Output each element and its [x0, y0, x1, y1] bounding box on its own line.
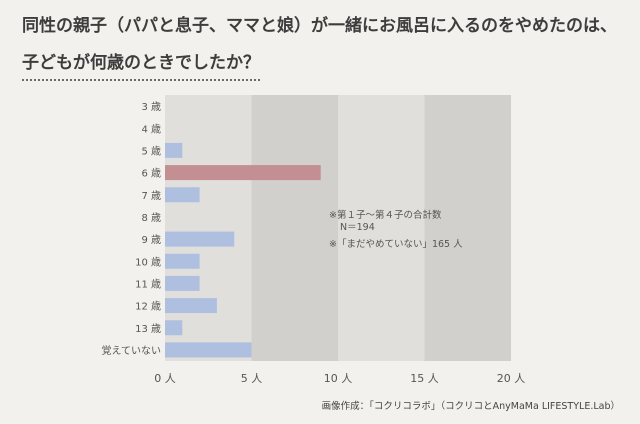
plot-band-1 — [251, 95, 338, 361]
x-tick-label-0: 0 人 — [154, 372, 176, 385]
category-label-6: 9 歳 — [141, 234, 161, 246]
plot-band-2 — [338, 95, 425, 361]
bar-7 — [165, 253, 200, 269]
category-label-11: 覚えていない — [102, 344, 162, 357]
bar-8 — [165, 275, 200, 291]
image-credit: 画像作成：「コクリコラボ」（コクリコとAnyMaMa LIFESTYLE.Lab… — [321, 401, 620, 412]
annotation-2: ※「まだやめていない」165 人 — [329, 239, 463, 250]
title-line-2: 子どもが何歳のときでしたか？ — [22, 51, 260, 81]
category-label-10: 13 歳 — [135, 323, 161, 335]
category-label-1: 4 歳 — [141, 123, 161, 135]
bar-2 — [165, 142, 183, 158]
plot-band-3 — [424, 95, 511, 361]
bar-3 — [165, 165, 321, 181]
plot-band-0 — [165, 95, 252, 361]
category-label-2: 5 歳 — [141, 145, 161, 157]
bar-11 — [165, 342, 252, 358]
category-label-3: 6 歳 — [141, 168, 161, 180]
annotation-1: N＝194 — [340, 222, 375, 233]
bar-10 — [165, 320, 183, 336]
category-label-0: 3 歳 — [141, 101, 161, 113]
category-label-8: 11 歳 — [135, 278, 161, 290]
x-tick-label-1: 5 人 — [241, 372, 263, 385]
category-label-7: 10 歳 — [135, 256, 161, 268]
chart-title: 同性の親子（パパと息子、ママと娘）が一緒にお風呂に入るのをやめたのは、 子どもが… — [22, 14, 622, 81]
bar-4 — [165, 187, 200, 203]
x-tick-label-3: 15 人 — [410, 372, 439, 385]
category-label-5: 8 歳 — [141, 212, 161, 224]
bar-6 — [165, 231, 235, 247]
category-label-4: 7 歳 — [141, 190, 161, 202]
title-line-1: 同性の親子（パパと息子、ママと娘）が一緒にお風呂に入るのをやめたのは、 — [22, 16, 617, 36]
x-tick-label-2: 10 人 — [324, 372, 353, 385]
x-tick-label-4: 20 人 — [497, 372, 526, 385]
bar-9 — [165, 298, 217, 314]
annotation-0: ※第１子〜第４子の合計数 — [329, 209, 442, 221]
category-label-9: 12 歳 — [135, 301, 161, 313]
